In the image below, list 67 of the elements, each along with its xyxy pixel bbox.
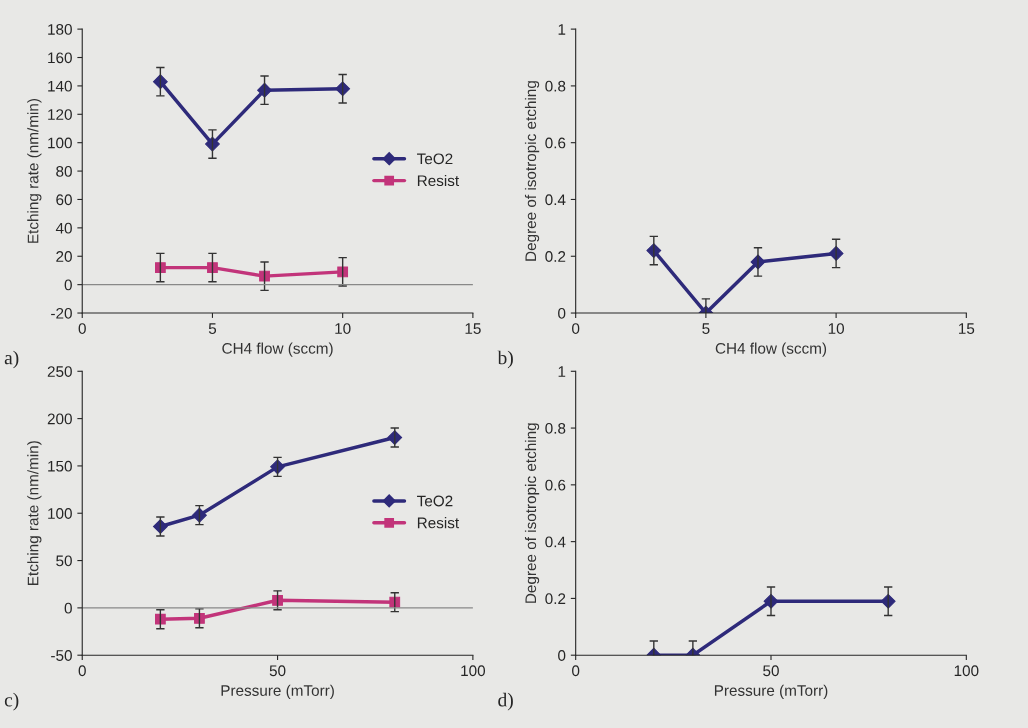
y-tick-label: 160 (48, 52, 72, 64)
y-tick-label: -20 (51, 307, 72, 319)
y-tick-label: 80 (56, 165, 72, 177)
point (154, 262, 166, 273)
y-tick-label: 0.2 (545, 251, 566, 262)
y-tick-label: 250 (47, 366, 72, 377)
y-tick-label: 0 (558, 650, 566, 661)
text: c) (4, 692, 19, 711)
y-axis-title: Degree of isotropic etching (524, 423, 540, 603)
y-tick-label: 180 (48, 23, 72, 35)
x-tick-label: 5 (208, 323, 217, 334)
text: a) (4, 350, 19, 369)
x-tick-label: 50 (269, 665, 286, 677)
y-tick-label: 140 (48, 80, 72, 92)
y-tick-label: -50 (51, 650, 72, 661)
y-tick-label: 0 (558, 307, 566, 319)
y-tick-label: 100 (48, 508, 72, 519)
x-tick-label: 10 (335, 323, 351, 334)
y-tick-label: 1 (558, 366, 566, 377)
x-tick-label: 0 (572, 665, 580, 677)
y-axis-title: Degree of isotropic etching (524, 81, 540, 261)
y-tick-label: 0.8 (545, 422, 566, 434)
x-tick-label: 15 (465, 323, 481, 334)
x-tick-label: 50 (763, 665, 779, 677)
x-tick-label: 100 (954, 665, 979, 677)
y-tick-label: 200 (47, 413, 72, 425)
y-tick-label: 100 (48, 137, 72, 149)
point (207, 262, 218, 273)
x-tick-label: 0 (572, 323, 580, 334)
y-tick-label: 50 (56, 555, 72, 567)
x-tick-label: 0 (78, 323, 86, 334)
y-tick-label: 0.8 (545, 80, 566, 92)
y-tick-label: 150 (48, 460, 72, 472)
y-axis-title: Etching rate (nm/min) (27, 441, 42, 585)
y-tick-label: 40 (55, 222, 72, 234)
x-axis-title: Pressure (mTorr) (714, 684, 828, 699)
y-tick-label: 0 (64, 279, 72, 291)
point (154, 613, 166, 625)
x-axis-title: CH4 flow (sccm) (222, 342, 333, 357)
legend-label: Resist (417, 517, 460, 529)
y-tick-label: 0.4 (545, 194, 566, 206)
y-tick-label: 120 (48, 109, 72, 120)
y-axis-title: Etching rate (nm/min) (27, 99, 42, 243)
point (272, 594, 283, 606)
point (259, 270, 270, 282)
y-tick-label: 0.6 (545, 479, 566, 491)
y-tick-label: 60 (56, 194, 72, 206)
y-tick-label: 1 (558, 24, 566, 35)
x-tick-label: 100 (461, 665, 486, 677)
x-tick-label: 15 (958, 323, 975, 334)
x-tick-label: 10 (828, 323, 845, 334)
text: b) (497, 350, 513, 369)
y-tick-label: 0 (64, 602, 72, 614)
legend-label: TeO2 (417, 495, 453, 507)
point (337, 266, 349, 278)
y-tick-label: 0.2 (545, 593, 566, 605)
legend-label: Resist (417, 174, 460, 187)
point (194, 612, 205, 624)
x-tick-label: 0 (78, 665, 86, 677)
text: d) (498, 692, 513, 711)
x-axis-title: CH4 flow (sccm) (715, 342, 827, 357)
y-tick-label: 0.6 (545, 137, 566, 149)
legend-label: TeO2 (417, 153, 453, 165)
y-tick-label: 0.4 (545, 536, 566, 548)
x-axis-title: Pressure (mTorr) (221, 684, 334, 699)
x-tick-label: 5 (702, 323, 710, 334)
y-tick-label: 20 (56, 251, 72, 262)
